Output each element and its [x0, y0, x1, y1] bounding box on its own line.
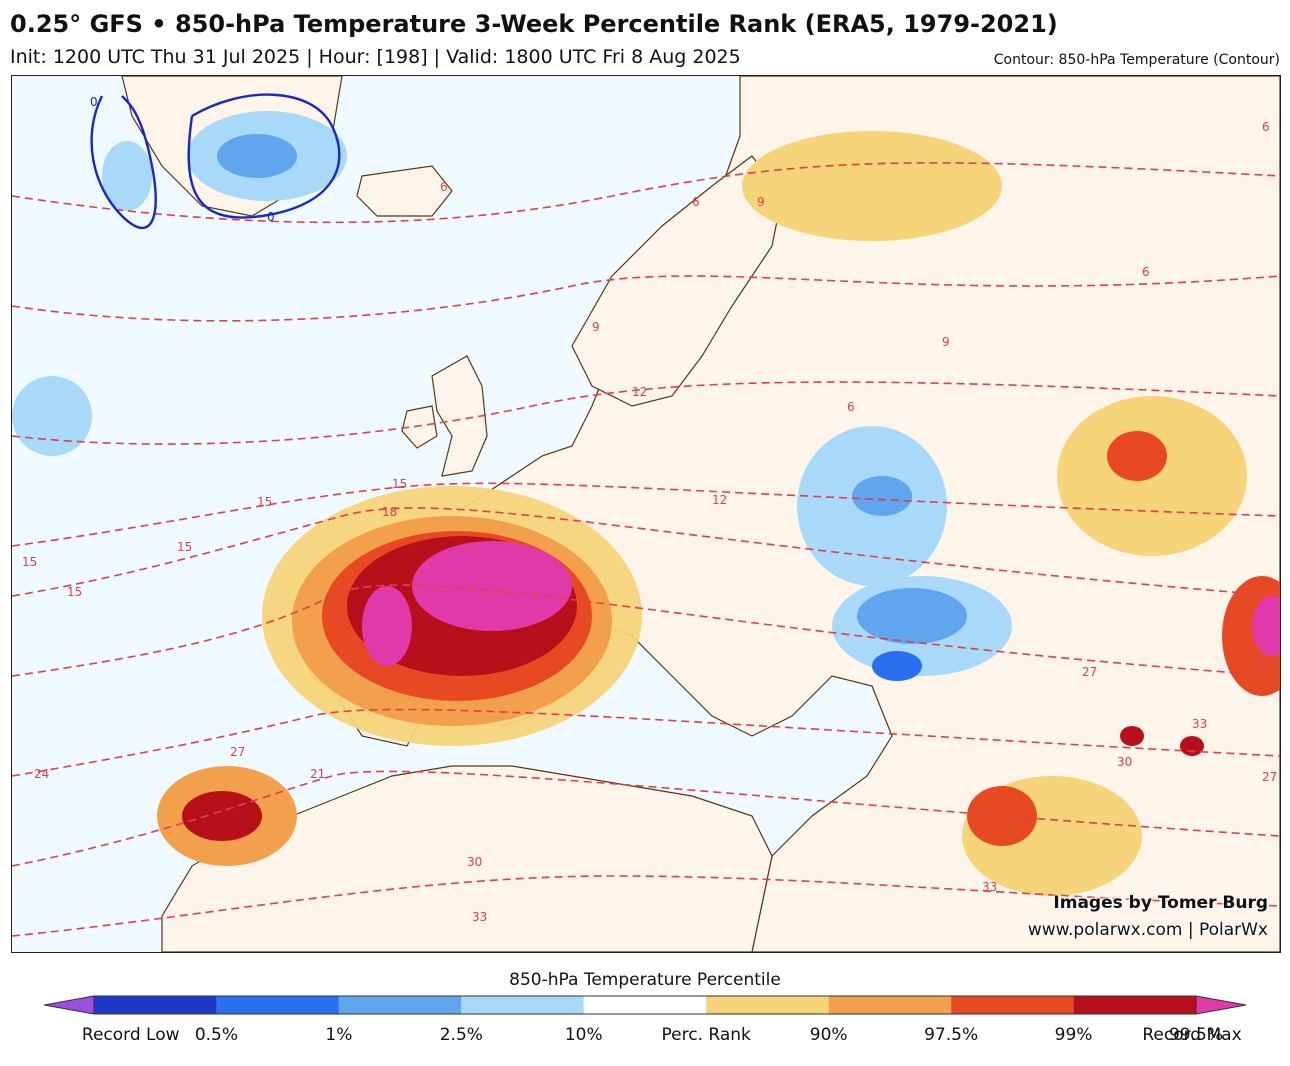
legend-swatch — [706, 996, 829, 1014]
contour-label: 12 — [712, 493, 727, 507]
legend-label: Record Low — [81, 1025, 180, 1045]
credit-author: Images by Tomer Burg — [1053, 893, 1268, 913]
anomaly-shading — [157, 131, 1280, 896]
map-panel: 0 0 6 6 6 9 9 9 6 6 12 15 18 15 15 15 15… — [11, 75, 1281, 953]
land-iceland — [356, 165, 453, 217]
legend-swatch-record-low — [44, 995, 95, 1015]
contour-label: 15 — [177, 540, 192, 554]
contour-label: 15 — [257, 495, 272, 509]
contour-label: 0 — [90, 95, 98, 109]
contour-label: 0 — [267, 210, 275, 224]
contour-label: 15 — [392, 477, 407, 491]
contour-label: 18 — [382, 505, 397, 519]
legend-label: 0.5% — [194, 1025, 239, 1045]
legend-label: 97.5% — [924, 1025, 979, 1045]
legend-label: Perc. Rank — [661, 1025, 751, 1045]
legend-labels: Record Low 0.5% 1% 2.5% 10% Perc. Rank 90% 97.5… — [0, 1025, 1290, 1049]
legend-swatch — [1073, 996, 1196, 1014]
legend-swatch — [338, 996, 462, 1014]
contour-label: 6 — [847, 400, 855, 414]
contour-label: 6 — [1262, 120, 1270, 134]
contour-note: Contour: 850-hPa Temperature (Contour) — [993, 52, 1280, 68]
contour-label: 33 — [472, 910, 487, 924]
contour-label: 33 — [1257, 657, 1272, 671]
contour-label: 6 — [1142, 265, 1150, 279]
credit-site[interactable]: www.polarwx.com | PolarWx — [1027, 920, 1268, 940]
legend-label: 90% — [809, 1025, 848, 1045]
cold-shading — [12, 111, 1012, 681]
land-scandinavia — [571, 155, 783, 407]
legend-label: 1% — [325, 1025, 353, 1045]
legend-swatch — [94, 996, 217, 1014]
contour-label: 27 — [1082, 665, 1097, 679]
contour-label: 33 — [982, 880, 997, 894]
temperature-contours — [12, 162, 1280, 937]
map-subtitle: Init: 1200 UTC Thu 31 Jul 2025 | Hour: [… — [10, 46, 741, 68]
legend-label: 99.5% — [1168, 1025, 1224, 1045]
contour-label: 15 — [22, 555, 37, 569]
legend-label: 2.5% — [439, 1025, 483, 1045]
legend-label: 99% — [1054, 1025, 1093, 1045]
contour-label-group: 0 0 6 6 6 9 9 9 6 6 12 15 18 15 15 15 15… — [22, 95, 1277, 924]
contour-label: 30 — [1117, 755, 1132, 769]
contour-label: 12 — [632, 385, 647, 399]
legend-swatch — [583, 996, 707, 1014]
map-title: 0.25° GFS • 850-hPa Temperature 3-Week P… — [10, 10, 1058, 38]
contour-label: 24 — [34, 767, 49, 781]
contour-label: 33 — [1192, 717, 1207, 731]
map-canvas: 0 0 6 6 6 9 9 9 6 6 12 15 18 15 15 15 15… — [12, 76, 1280, 952]
legend-segments — [44, 995, 1246, 1015]
contour-label: 6 — [440, 180, 448, 194]
contour-label: 9 — [592, 320, 600, 334]
contour-label: 30 — [467, 855, 482, 869]
legend-swatch-record-max — [1195, 995, 1246, 1015]
land-britain — [431, 355, 488, 477]
legend-colorbar — [44, 995, 1246, 1015]
contour-label: 9 — [757, 195, 765, 209]
legend-swatch — [461, 996, 584, 1014]
legend-title: 850-hPa Temperature Percentile — [509, 970, 781, 990]
legend-swatch — [828, 996, 952, 1014]
legend-outline — [93, 995, 1197, 1015]
legend-swatch — [951, 996, 1074, 1014]
legend-label: Record Max — [1142, 1025, 1242, 1045]
legend-swatch — [216, 996, 339, 1014]
contour-label: 9 — [942, 335, 950, 349]
contour-label: 15 — [67, 585, 82, 599]
contour-label: 27 — [230, 745, 245, 759]
contour-label: 27 — [1262, 770, 1277, 784]
freezing-contours — [90, 93, 341, 230]
legend-label: 10% — [564, 1025, 603, 1045]
contour-label: 6 — [692, 195, 700, 209]
contour-label: 21 — [310, 767, 325, 781]
